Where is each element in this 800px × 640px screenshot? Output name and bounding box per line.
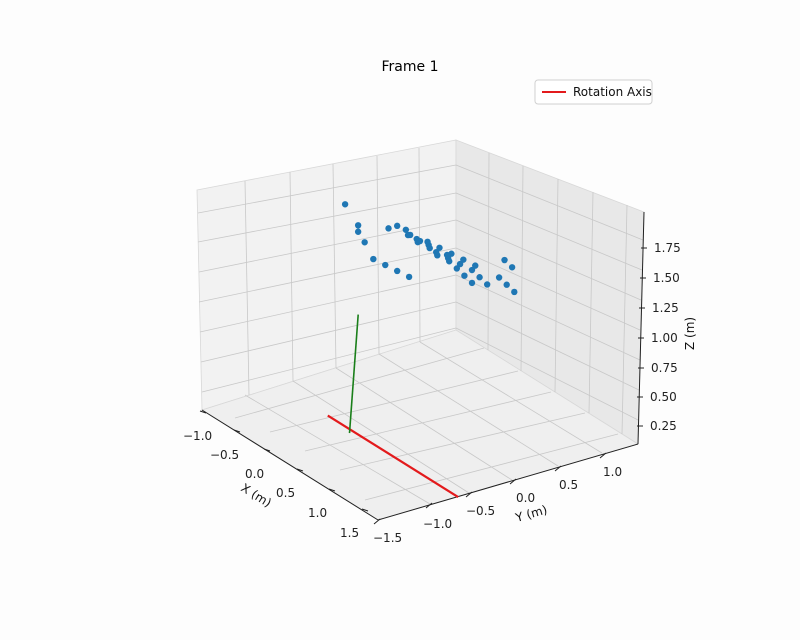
x-tick-label: 1.5: [340, 526, 359, 540]
scatter-point: [354, 222, 362, 229]
y-tick-label: −1.0: [423, 517, 452, 531]
z-tick-label: 1.25: [652, 301, 679, 315]
z-tick-label: 0.25: [650, 419, 677, 433]
scatter-point: [426, 244, 433, 252]
y-tick-label: 0.5: [559, 478, 578, 492]
scatter-point: [436, 244, 443, 251]
scatter-point: [370, 255, 377, 263]
y-tick-label: −0.5: [466, 504, 495, 518]
x-tick-label: −0.5: [210, 448, 239, 462]
legend: Rotation Axis: [534, 79, 653, 105]
axis-lines: [201, 211, 645, 521]
scatter-point: [393, 267, 401, 275]
scatter-point: [354, 228, 362, 235]
scatter-point: [508, 264, 516, 271]
x-tick-label: 0.0: [245, 467, 264, 481]
x-axis-line: [201, 409, 379, 521]
scatter-point: [404, 231, 412, 239]
plot-data: [327, 201, 518, 498]
y-tick-label: 0.0: [516, 491, 535, 505]
z-tick-label: 1.00: [651, 331, 678, 345]
scatter-point: [443, 251, 451, 259]
scatter-point: [434, 252, 441, 259]
scatter-point: [402, 226, 410, 233]
chart-title: Frame 1: [382, 59, 439, 75]
scatter-point: [483, 281, 491, 288]
scatter-point: [495, 274, 503, 281]
scatter-point: [468, 266, 476, 274]
y-tick-label: −1.5: [373, 531, 402, 545]
scatter-point: [468, 279, 476, 287]
x-tick-label: 0.5: [276, 486, 295, 500]
scatter-point: [503, 281, 510, 288]
scatter-point: [416, 237, 424, 245]
scatter-point: [501, 256, 508, 264]
y-tick-labels: −1.5 −1.0 −0.5 0.0 0.5 1.0: [373, 465, 622, 545]
scatter-point: [446, 258, 453, 265]
z-tick-label: 0.50: [650, 390, 677, 404]
scatter-point: [511, 288, 518, 296]
scatter-point: [453, 265, 461, 272]
x-tick-label: 1.0: [308, 506, 327, 520]
y-axis-line: [377, 443, 639, 521]
scatter-point: [424, 238, 431, 246]
z-tick-labels: 0.25 0.50 0.75 1.00 1.25 1.50 1.75: [650, 241, 681, 433]
scatter-point: [456, 260, 464, 268]
scatter-point: [382, 261, 389, 269]
x-tick-label: −1.0: [183, 429, 212, 443]
z-axis-label: Z (m): [683, 317, 697, 350]
scatter-point: [385, 225, 392, 232]
z-tick-label: 1.50: [653, 271, 680, 285]
z-axis-line: [637, 211, 645, 445]
scatter-point: [476, 274, 483, 281]
scatter-point: [393, 222, 401, 230]
z-tick-label: 0.75: [651, 361, 678, 375]
y-axis-label: Y (m): [513, 503, 549, 526]
legend-label-rotation-axis: Rotation Axis: [573, 85, 652, 99]
scatter-point: [461, 272, 468, 279]
scatter-point: [460, 256, 467, 263]
tick-marks: [199, 247, 647, 525]
grid: [197, 147, 644, 505]
scatter-point: [472, 262, 479, 269]
scatter-point: [405, 273, 413, 281]
scatter-point: [361, 239, 368, 246]
y-tick-label: 1.0: [603, 465, 622, 479]
green-axis-line: [348, 314, 359, 434]
x-axis-label: X (m): [238, 481, 273, 510]
z-tick-label: 1.75: [654, 241, 681, 255]
scatter-point: [341, 201, 349, 208]
x-tick-labels: −1.0 −0.5 0.0 0.5 1.0 1.5: [183, 429, 359, 540]
